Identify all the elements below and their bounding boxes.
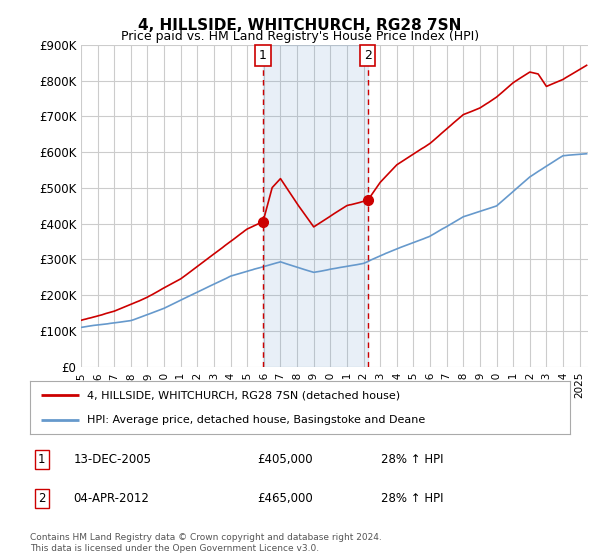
Text: HPI: Average price, detached house, Basingstoke and Deane: HPI: Average price, detached house, Basi… <box>86 414 425 424</box>
Text: 13-DEC-2005: 13-DEC-2005 <box>73 452 151 465</box>
Text: 28% ↑ HPI: 28% ↑ HPI <box>381 452 443 465</box>
Text: 2: 2 <box>38 492 46 505</box>
Text: 4, HILLSIDE, WHITCHURCH, RG28 7SN (detached house): 4, HILLSIDE, WHITCHURCH, RG28 7SN (detac… <box>86 390 400 400</box>
Text: 04-APR-2012: 04-APR-2012 <box>73 492 149 505</box>
Text: 28% ↑ HPI: 28% ↑ HPI <box>381 492 443 505</box>
Text: Price paid vs. HM Land Registry's House Price Index (HPI): Price paid vs. HM Land Registry's House … <box>121 30 479 43</box>
Text: £465,000: £465,000 <box>257 492 313 505</box>
Text: 2: 2 <box>364 49 371 62</box>
Bar <box>263 45 368 367</box>
Text: 1: 1 <box>259 49 267 62</box>
Text: 1: 1 <box>38 452 46 465</box>
Text: 4, HILLSIDE, WHITCHURCH, RG28 7SN: 4, HILLSIDE, WHITCHURCH, RG28 7SN <box>139 18 461 34</box>
Text: Contains HM Land Registry data © Crown copyright and database right 2024.
This d: Contains HM Land Registry data © Crown c… <box>30 533 382 553</box>
Text: £405,000: £405,000 <box>257 452 313 465</box>
